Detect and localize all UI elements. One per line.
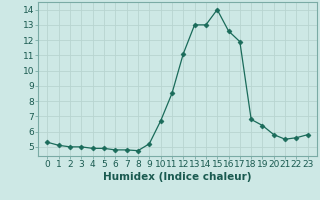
X-axis label: Humidex (Indice chaleur): Humidex (Indice chaleur)	[103, 172, 252, 182]
